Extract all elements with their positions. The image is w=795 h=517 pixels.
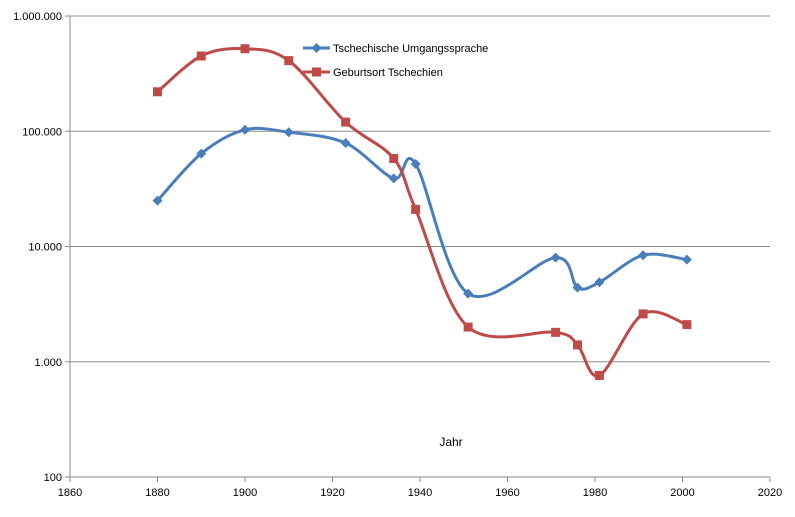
data-point [240,124,250,135]
data-point [638,250,649,261]
y-tick-label: 100 [44,472,62,484]
x-tick-label: 2020 [758,487,782,499]
series-1 [152,124,692,299]
x-tick-labels: 1860 1880 1900 1920 1940 1960 1980 2000 2020 [58,477,782,499]
data-point [388,173,399,184]
y-tick-labels: 100 1.000 10.000 100.000 1.000.000 [13,11,70,484]
series-line [156,126,688,298]
gridlines [70,15,770,363]
legend-label: Geburtsort Tschechien [333,67,443,79]
data-point [340,138,351,149]
data-point [463,288,474,299]
x-tick-label: 1880 [145,487,169,499]
data-point [283,127,294,138]
data-point [284,56,294,66]
data-point [594,277,605,288]
data-point [196,51,206,61]
data-point [463,322,473,332]
legend-label: Tschechische Umgangssprache [333,43,488,55]
data-point [638,309,648,319]
series-group [152,44,692,380]
y-tick-label: 1.000 [34,357,62,369]
data-point [341,117,351,127]
data-point [389,154,399,164]
x-tick-label: 1900 [233,487,257,499]
y-tick-label: 100.000 [22,126,62,138]
y-tick-label: 10.000 [28,242,62,254]
x-tick-label: 1940 [408,487,432,499]
data-point [572,282,583,293]
data-point [410,158,421,169]
y-tick-label: 1.000.000 [13,11,62,23]
x-tick-label: 1960 [495,487,519,499]
x-tick-label: 1920 [320,487,344,499]
data-point [682,320,692,330]
x-tick-label: 1860 [58,487,82,499]
data-point [152,195,163,206]
data-point [240,44,250,54]
series-line [156,47,688,378]
series-2 [153,44,692,380]
data-point [411,204,421,214]
data-point [196,148,207,159]
data-point [550,252,561,263]
data-point [681,254,692,265]
x-axis-title: Jahr [439,435,462,449]
x-tick-label: 2000 [670,487,694,499]
legend-swatch-marker [311,43,322,53]
x-tick-label: 1980 [583,487,607,499]
data-point [594,370,604,380]
data-point [551,327,561,337]
legend-item: Tschechische Umgangssprache [303,43,488,55]
data-point [153,87,162,97]
legend: Tschechische Umgangssprache Geburtsort Ts… [303,43,488,79]
data-point [573,340,582,350]
legend-swatch-marker [312,67,321,77]
legend-item: Geburtsort Tschechien [303,67,443,79]
